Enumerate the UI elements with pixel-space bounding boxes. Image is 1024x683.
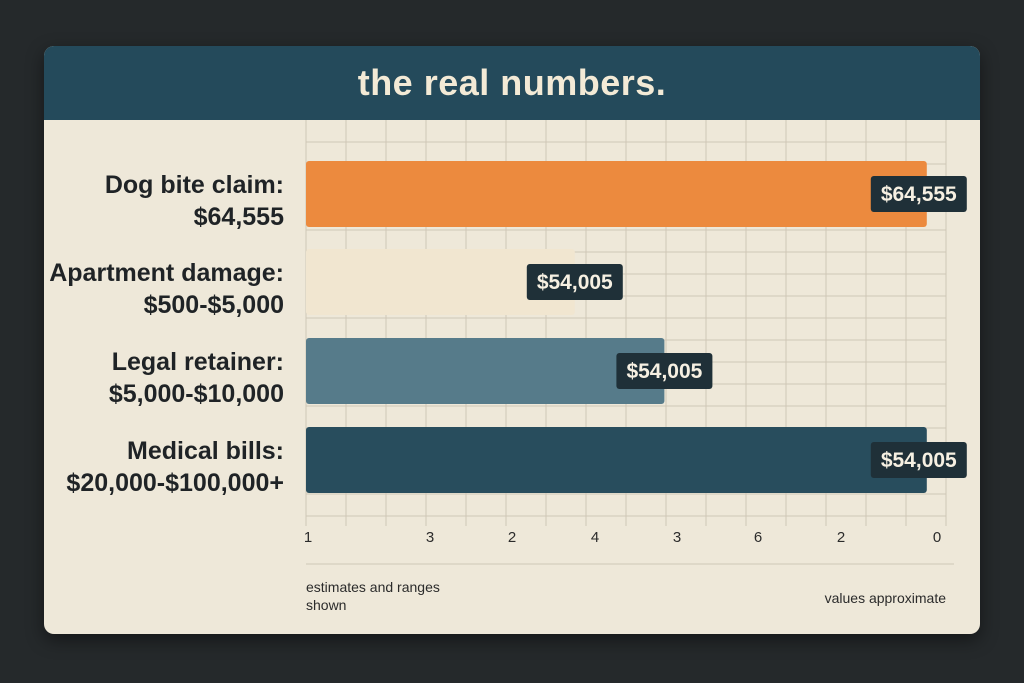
bar-1 xyxy=(306,161,927,227)
x-tick-label: 6 xyxy=(754,529,762,546)
bar-4 xyxy=(306,427,927,493)
category-label-line-2: $64,555 xyxy=(194,203,284,231)
category-label-line-1: Dog bite claim: xyxy=(105,171,284,199)
value-label: $54,005 xyxy=(881,449,957,472)
value-label: $54,005 xyxy=(626,360,702,383)
x-tick-label: 2 xyxy=(508,529,516,546)
category-label-line-2: $5,000-$10,000 xyxy=(109,380,284,408)
value-label: $64,555 xyxy=(881,183,957,206)
footnote-left-line-2: shown xyxy=(306,597,346,613)
bar-chart: $64,555 $54,005 $54,005 $54,005 Dog bite cl… xyxy=(49,120,967,613)
x-tick-label: 0 xyxy=(933,529,941,546)
x-tick-label: 3 xyxy=(426,529,434,546)
category-label: Medical bills: $20,000-$100,000+ xyxy=(66,437,284,497)
bar-2 xyxy=(306,249,575,315)
category-label: Apartment damage: $500-$5,000 xyxy=(49,259,284,319)
footnote-right: values approximate xyxy=(825,590,947,606)
value-tag-bg xyxy=(870,442,967,478)
category-label-line-1: Legal retainer: xyxy=(112,348,284,376)
value-tag-bg xyxy=(526,264,623,300)
title-bar: the real numbers. xyxy=(44,46,980,120)
chart-card: the real numbers. $64,555 $54,005 $54,005 $… xyxy=(44,46,980,634)
category-label-line-1: Apartment damage: xyxy=(49,259,284,287)
category-label: Dog bite claim: $64,555 xyxy=(105,171,284,231)
category-label: Legal retainer: $5,000-$10,000 xyxy=(109,348,284,408)
value-label: $54,005 xyxy=(537,271,613,294)
x-tick-label: 1 xyxy=(304,529,312,546)
footnote-left: estimates and ranges shown xyxy=(306,579,444,613)
value-tag-bg xyxy=(616,353,713,389)
value-tag-bg xyxy=(870,176,967,212)
category-label-line-2: $500-$5,000 xyxy=(144,291,284,319)
category-label-line-2: $20,000-$100,000+ xyxy=(66,469,284,497)
chart-title: the real numbers. xyxy=(357,62,667,103)
footnote-left-line-1: estimates and ranges xyxy=(306,579,440,595)
x-tick-label: 2 xyxy=(837,529,845,546)
bars: $64,555 $54,005 $54,005 $54,005 xyxy=(306,161,967,493)
x-tick-label: 4 xyxy=(591,529,599,546)
x-tick-label: 3 xyxy=(673,529,681,546)
category-label-line-1: Medical bills: xyxy=(127,437,284,465)
x-tick-labels: 1 3 2 4 3 6 2 0 xyxy=(304,529,941,546)
bar-3 xyxy=(306,338,665,404)
category-labels: Dog bite claim: $64,555 Apartment damage: $… xyxy=(49,171,284,497)
